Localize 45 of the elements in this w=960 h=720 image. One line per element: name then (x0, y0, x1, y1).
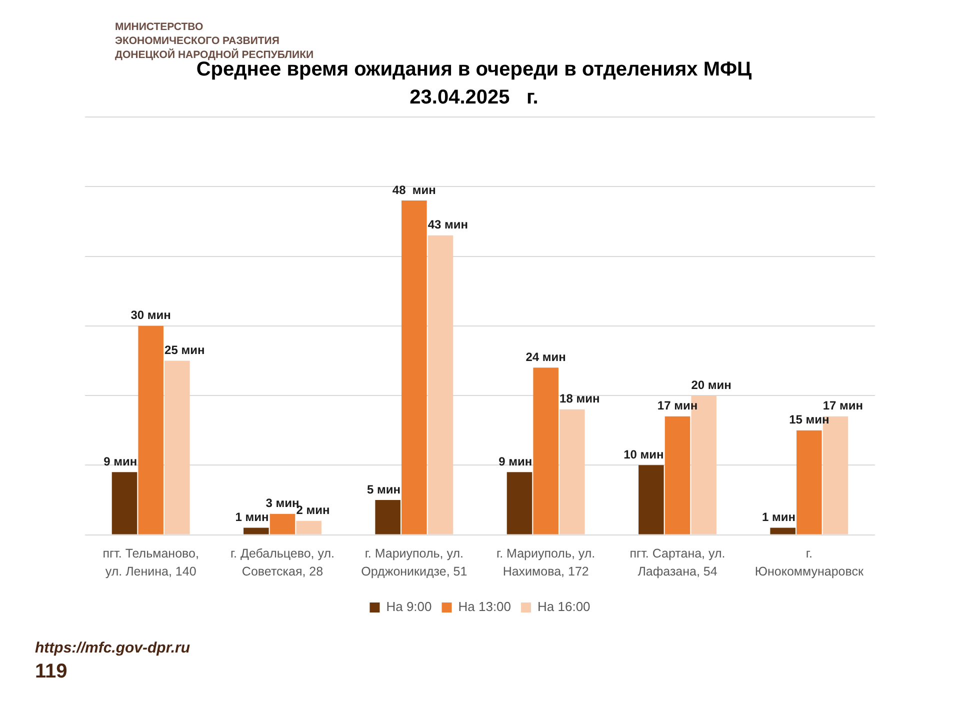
x-tick-label: пгт. Тельманово, ул. Ленина, 140 (102, 546, 199, 578)
bar (664, 416, 690, 534)
data-label: 30 мин (130, 308, 171, 322)
bar (770, 528, 796, 534)
data-label: 20 мин (691, 378, 732, 392)
x-tick-label: г. Мариуполь, ул. Нахимова, 172 (496, 546, 596, 578)
data-label: 9 мин (104, 454, 138, 468)
data-label: 43 мин (428, 218, 468, 232)
bar (375, 500, 400, 534)
bar (112, 472, 138, 534)
x-tick-label: г. Юнокоммунаровск (754, 546, 864, 578)
data-label: 18 мин (560, 392, 600, 406)
data-label: 10 мин (624, 447, 664, 462)
data-label: 48 мин (392, 182, 436, 197)
x-tick-label: г. Мариуполь, ул. Орджоникидзе, 51 (361, 546, 468, 578)
chart-subtitle: 23.04.2025 г. (410, 86, 538, 109)
bar (270, 514, 296, 534)
x-tick-label: г. Дебальцево, ул. Советская, 28 (230, 546, 334, 578)
data-label: 17 мин (822, 398, 864, 413)
bar (560, 409, 585, 534)
bar (638, 465, 664, 534)
bar (244, 528, 269, 534)
text: https://mfc.gov-dpr.ru (35, 640, 190, 657)
text: 119 (35, 660, 68, 683)
data-label: 9 мин (498, 454, 532, 468)
bar (796, 430, 822, 534)
bar (402, 200, 427, 534)
legend-label: На 9:00 (386, 599, 432, 614)
legend-label: На 16:00 (538, 599, 590, 614)
data-label: 1 мин (762, 510, 796, 524)
legend-label: На 13:00 (458, 599, 512, 614)
bar (506, 472, 532, 534)
bar (138, 326, 164, 534)
x-tick-label: пгт. Сартана, ул. Лафазана, 54 (630, 546, 726, 578)
bar (296, 520, 322, 534)
bar (428, 235, 454, 534)
data-label: 17 мин (657, 398, 698, 413)
data-label: 15 мин (789, 412, 830, 427)
text: МИНИСТЕРСТВО ЭКОНОМИЧЕСКОГО РАЗВИТИЯ ДОНЕЦКОЙ НАРОДНОЙ РЕСПУБЛИКИ (115, 21, 314, 62)
data-label: 1 мин (235, 510, 269, 524)
bar (533, 368, 558, 534)
data-label: 24 мин (526, 350, 566, 364)
data-label: 5 мин (366, 482, 400, 496)
data-label: 25 мин (164, 343, 205, 357)
bar (164, 360, 190, 534)
